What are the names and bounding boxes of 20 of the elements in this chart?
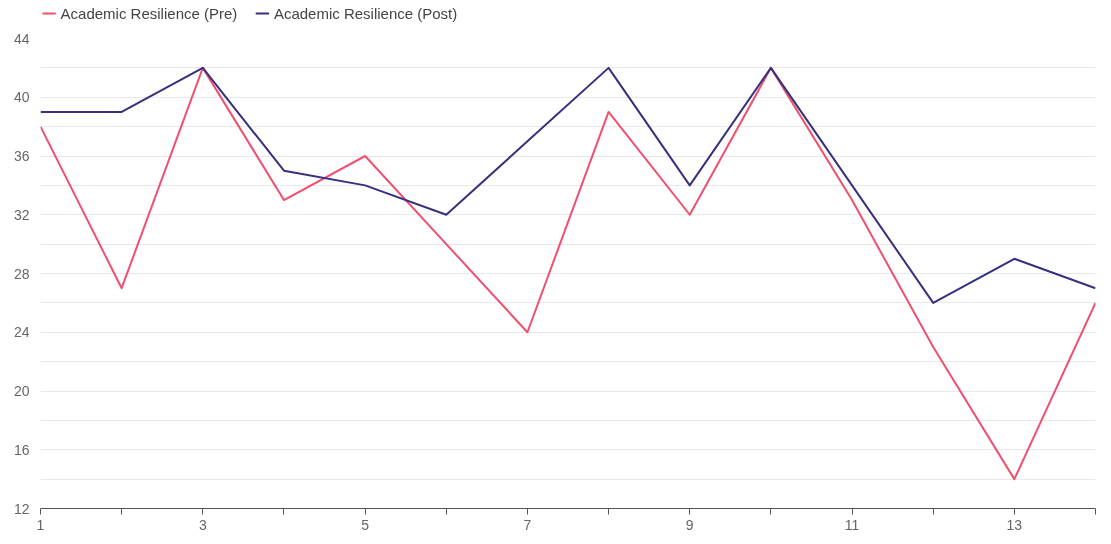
y-tick-label: 36 bbox=[13, 148, 30, 164]
y-tick-label: 40 bbox=[13, 89, 30, 106]
x-tick-label: 1 bbox=[36, 516, 45, 533]
y-tick-label: 16 bbox=[13, 441, 30, 458]
x-tick-label: 13 bbox=[1006, 516, 1023, 533]
y-tick-label: 44 bbox=[13, 30, 30, 47]
x-tick-label: 3 bbox=[198, 516, 207, 533]
y-tick-label: 24 bbox=[13, 324, 30, 341]
x-tick-label: 7 bbox=[523, 516, 532, 533]
y-tick-label: 32 bbox=[13, 206, 30, 223]
x-tick-label: 11 bbox=[844, 516, 860, 533]
y-tick-label: 12 bbox=[13, 500, 30, 517]
legend-label: Academic Resilience (Post) bbox=[273, 5, 458, 22]
line-series bbox=[40, 66, 1096, 481]
x-tick-label: 5 bbox=[361, 516, 370, 533]
y-tick-label: 20 bbox=[13, 383, 30, 399]
line-series bbox=[40, 66, 1096, 304]
x-tick-label: 9 bbox=[685, 516, 694, 533]
legend-label: Academic Resilience (Pre) bbox=[60, 5, 238, 22]
y-tick-label: 28 bbox=[13, 265, 30, 282]
